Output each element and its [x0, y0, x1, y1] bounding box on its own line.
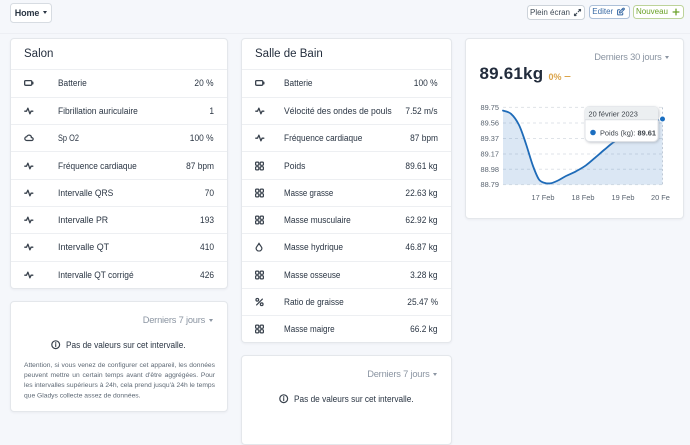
- svg-text:19 Feb: 19 Feb: [611, 193, 634, 202]
- svg-text:89.17: 89.17: [481, 150, 500, 159]
- svg-text:89.75: 89.75: [481, 103, 500, 112]
- svg-text:88.98: 88.98: [481, 165, 500, 174]
- svg-text:17 Feb: 17 Feb: [531, 193, 554, 202]
- svg-text:20 Feb: 20 Feb: [651, 193, 670, 202]
- svg-text:89.56: 89.56: [481, 119, 500, 128]
- svg-text:88.79: 88.79: [481, 180, 500, 189]
- svg-text:18 Feb: 18 Feb: [571, 193, 594, 202]
- svg-text:Poids (kg):: Poids (kg):: [600, 128, 635, 137]
- svg-text:89.61: 89.61: [638, 128, 657, 137]
- svg-text:20 février 2023: 20 février 2023: [589, 110, 638, 119]
- svg-text:89.37: 89.37: [481, 134, 500, 143]
